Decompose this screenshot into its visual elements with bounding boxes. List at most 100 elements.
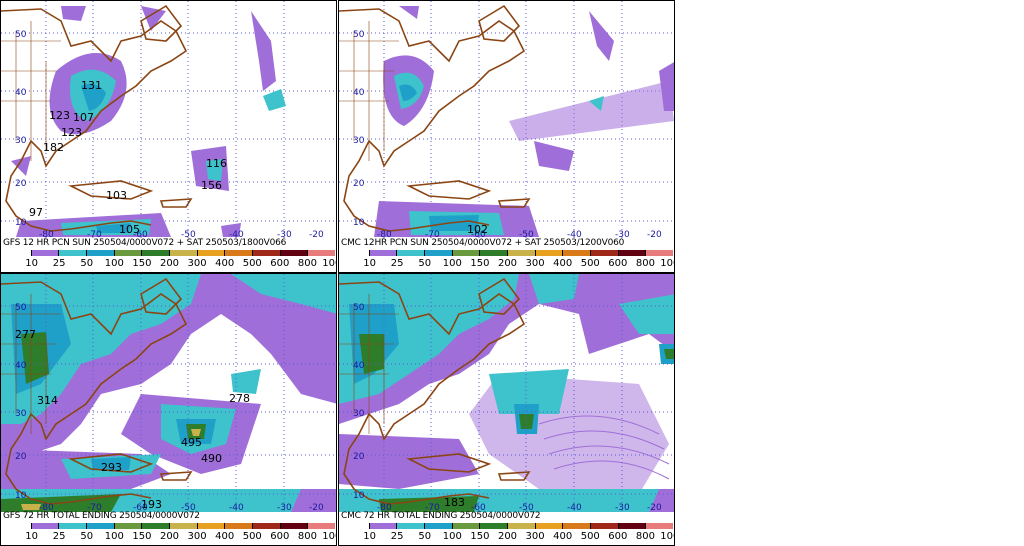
svg-text:-60: -60 bbox=[133, 230, 148, 239]
color-bar-label: 200 bbox=[159, 531, 180, 542]
color-bar-swatch bbox=[58, 523, 87, 529]
color-bar-swatch bbox=[169, 250, 197, 256]
svg-text:193: 193 bbox=[141, 498, 162, 511]
color-bar-swatch bbox=[534, 523, 563, 529]
color-bar-label: 150 bbox=[132, 531, 152, 542]
color-bar-label: 800 bbox=[297, 531, 317, 542]
color-bar-label: 150 bbox=[470, 258, 490, 269]
color-bar-swatch bbox=[451, 523, 480, 529]
color-bar-swatch bbox=[113, 523, 142, 529]
color-bar-swatch bbox=[396, 250, 425, 256]
map-panel-cmc-72hr: 50 40 30 20 10 -80 -70 -60 -50 -40 -30 -… bbox=[338, 273, 675, 546]
color-bar-labels: 10 25 50 100 150 200 300 400 500 600 800 1000 bbox=[339, 257, 674, 271]
color-bar-swatch bbox=[590, 523, 618, 529]
svg-text:-50: -50 bbox=[181, 230, 196, 239]
svg-text:-70: -70 bbox=[87, 503, 102, 512]
color-bar-label: 10 bbox=[25, 531, 38, 542]
color-bar-label: 800 bbox=[635, 258, 655, 269]
color-bar-label: 600 bbox=[608, 531, 628, 542]
color-bar-swatch bbox=[196, 250, 225, 256]
svg-text:495: 495 bbox=[181, 436, 202, 449]
color-bar-label: 300 bbox=[187, 531, 207, 542]
color-bar-swatch bbox=[30, 523, 59, 529]
color-bar-label: 150 bbox=[132, 258, 152, 269]
color-bar-swatch bbox=[617, 250, 646, 256]
color-bar-label: 400 bbox=[215, 531, 235, 542]
svg-text:490: 490 bbox=[201, 452, 222, 465]
svg-text:123: 123 bbox=[49, 109, 70, 122]
color-bar-swatch bbox=[196, 523, 225, 529]
svg-text:-60: -60 bbox=[471, 503, 486, 512]
color-bar-label: 25 bbox=[390, 258, 404, 269]
svg-text:105: 105 bbox=[119, 223, 140, 236]
color-bar-label: 50 bbox=[80, 258, 94, 269]
color-bar-label: 25 bbox=[52, 258, 66, 269]
color-bar bbox=[342, 523, 674, 529]
color-bar-swatch bbox=[479, 523, 508, 529]
svg-text:-40: -40 bbox=[567, 503, 582, 512]
color-bar-label: 500 bbox=[242, 531, 262, 542]
svg-text:30: 30 bbox=[15, 136, 27, 146]
max-values: 102 bbox=[467, 223, 488, 236]
svg-text:-80: -80 bbox=[39, 230, 54, 239]
color-bar-swatch bbox=[645, 250, 674, 256]
svg-text:10: 10 bbox=[15, 491, 27, 501]
color-bar-swatch bbox=[590, 250, 618, 256]
color-bar-label: 1000 bbox=[660, 531, 674, 542]
color-bar-label: 1000 bbox=[660, 258, 674, 269]
svg-text:-40: -40 bbox=[567, 230, 582, 239]
color-bar-label: 800 bbox=[635, 531, 655, 542]
color-bar-swatch bbox=[113, 250, 142, 256]
svg-text:314: 314 bbox=[37, 394, 58, 407]
svg-text:-20: -20 bbox=[647, 230, 662, 239]
color-bar-label: 100 bbox=[104, 531, 124, 542]
svg-text:-70: -70 bbox=[425, 503, 440, 512]
color-bar-swatch bbox=[507, 250, 535, 256]
color-bar-swatch bbox=[396, 523, 425, 529]
svg-text:-30: -30 bbox=[277, 503, 292, 512]
color-bar-label: 25 bbox=[390, 531, 404, 542]
color-bar-swatch bbox=[58, 250, 87, 256]
color-bar-swatch bbox=[507, 523, 535, 529]
color-bar-swatch bbox=[141, 523, 170, 529]
color-bar-label: 50 bbox=[418, 531, 432, 542]
svg-text:-30: -30 bbox=[277, 230, 292, 239]
color-bar-swatch bbox=[4, 250, 31, 256]
svg-text:10: 10 bbox=[353, 491, 365, 501]
svg-text:50: 50 bbox=[353, 30, 365, 40]
color-bar-label: 500 bbox=[580, 531, 600, 542]
color-bar-label: 200 bbox=[497, 531, 518, 542]
svg-text:-80: -80 bbox=[377, 230, 392, 239]
svg-text:156: 156 bbox=[201, 179, 222, 192]
color-bar-swatch bbox=[451, 250, 480, 256]
color-bar-swatch bbox=[307, 250, 336, 256]
svg-text:-30: -30 bbox=[615, 230, 630, 239]
color-bar-swatch bbox=[141, 250, 170, 256]
color-bar-label: 100 bbox=[442, 531, 462, 542]
color-bar bbox=[342, 250, 674, 256]
color-bar-labels: 10 25 50 100 150 200 300 400 500 600 800 1000 bbox=[1, 257, 336, 271]
color-bar-swatch bbox=[424, 523, 452, 529]
color-bar-swatch bbox=[224, 250, 253, 256]
max-values: 131 123 107 123 182 116 156 103 97 105 bbox=[29, 79, 227, 236]
svg-text:-20: -20 bbox=[309, 503, 324, 512]
svg-text:-80: -80 bbox=[39, 503, 54, 512]
svg-text:-40: -40 bbox=[229, 503, 244, 512]
svg-text:-40: -40 bbox=[229, 230, 244, 239]
color-bar-swatch bbox=[645, 523, 674, 529]
color-bar-swatch bbox=[169, 523, 197, 529]
svg-text:123: 123 bbox=[61, 126, 82, 139]
color-bar-labels: 10 25 50 100 150 200 300 400 500 600 800 1000 bbox=[339, 530, 674, 544]
color-bar-label: 50 bbox=[80, 531, 94, 542]
color-bar-swatch bbox=[86, 250, 114, 256]
color-bar bbox=[4, 250, 336, 256]
precip-map: 50 40 30 20 10 -80 -70 -60 -50 -40 -30 -… bbox=[1, 1, 336, 239]
panel-title: GFS 72 HR TOTAL ENDING 250504/0000V072 bbox=[3, 511, 200, 521]
color-bar-swatch bbox=[562, 523, 591, 529]
color-bar-swatch bbox=[252, 523, 280, 529]
color-bar-label: 50 bbox=[418, 258, 432, 269]
svg-text:-60: -60 bbox=[471, 230, 486, 239]
svg-text:50: 50 bbox=[15, 30, 27, 40]
color-bar-swatch bbox=[368, 250, 397, 256]
svg-text:-50: -50 bbox=[181, 503, 196, 512]
